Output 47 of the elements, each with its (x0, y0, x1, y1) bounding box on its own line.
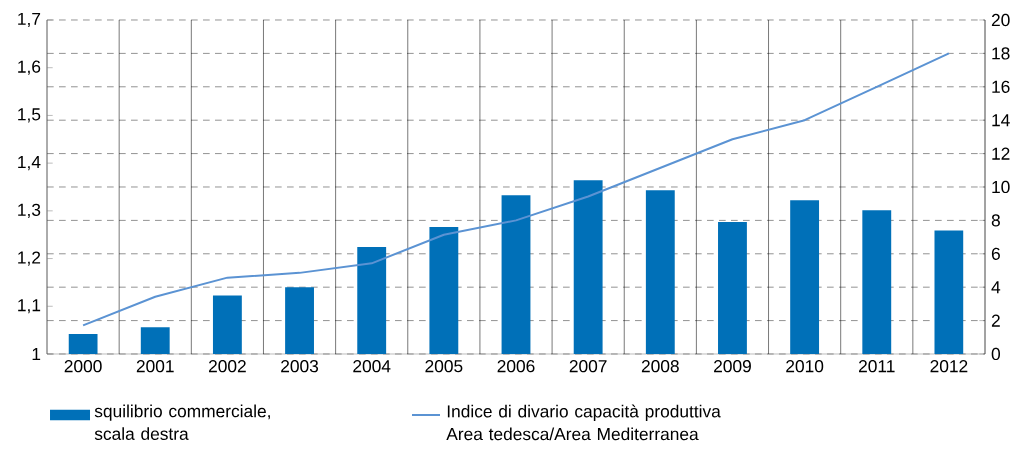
bar (862, 210, 892, 354)
y-tick-label: 1,5 (18, 108, 41, 123)
y-tick-label: 1,6 (18, 60, 41, 75)
bar (573, 180, 603, 354)
y2-tick-label: 12 (992, 147, 1010, 160)
y2-tick-label: 14 (992, 114, 1010, 127)
y2-tick-label: 20 (991, 13, 1010, 27)
y-tick-label: 1 (32, 348, 41, 360)
y2-tick-label: 16 (992, 80, 1010, 93)
x-tick-label: 2002 (208, 360, 246, 373)
y2-tick-label: 6 (991, 247, 1000, 260)
bar (285, 287, 314, 354)
y-tick-label: 1,4 (18, 156, 41, 171)
bar (68, 333, 98, 354)
x-tick-label: 2000 (64, 360, 102, 373)
legend-label: squilibrio commerciale, scala destra (94, 404, 270, 440)
y2-tick-label: 18 (992, 47, 1010, 60)
x-tick-label: 2008 (641, 360, 679, 373)
bar (357, 247, 387, 354)
y2-tick-label: 8 (991, 214, 1000, 227)
bar (934, 230, 964, 354)
x-tick-label: 2004 (353, 360, 391, 373)
x-tick-label: 2010 (786, 360, 824, 373)
bar (645, 190, 675, 354)
x-tick-label: 2005 (425, 360, 463, 373)
bar (140, 327, 170, 354)
x-tick-label: 2007 (569, 360, 607, 373)
bar (718, 222, 747, 354)
x-tick-label: 2012 (930, 360, 968, 373)
x-tick-label: 2009 (714, 360, 751, 373)
legend-label: Indice di divario capacità produttiva Area tedesca/Area Mediterranea (446, 404, 721, 441)
y-tick-label: 1,1 (18, 299, 41, 314)
y2-tick-label: 2 (991, 314, 1000, 327)
x-tick-label: 2011 (859, 360, 895, 373)
y-tick-label: 1,2 (18, 251, 41, 266)
y2-tick-label: 4 (991, 281, 1001, 294)
y2-tick-label: 0 (991, 347, 1001, 361)
y-tick-label: 1,3 (18, 203, 41, 219)
bar (790, 200, 820, 354)
x-tick-label: 2001 (136, 360, 174, 373)
y-tick-label: 1,7 (18, 12, 41, 28)
x-tick-label: 2006 (497, 360, 535, 373)
y2-tick-label: 10 (992, 180, 1010, 194)
bar (501, 195, 531, 354)
bar (212, 295, 242, 354)
x-tick-label: 2003 (281, 360, 319, 373)
bar (429, 227, 459, 354)
